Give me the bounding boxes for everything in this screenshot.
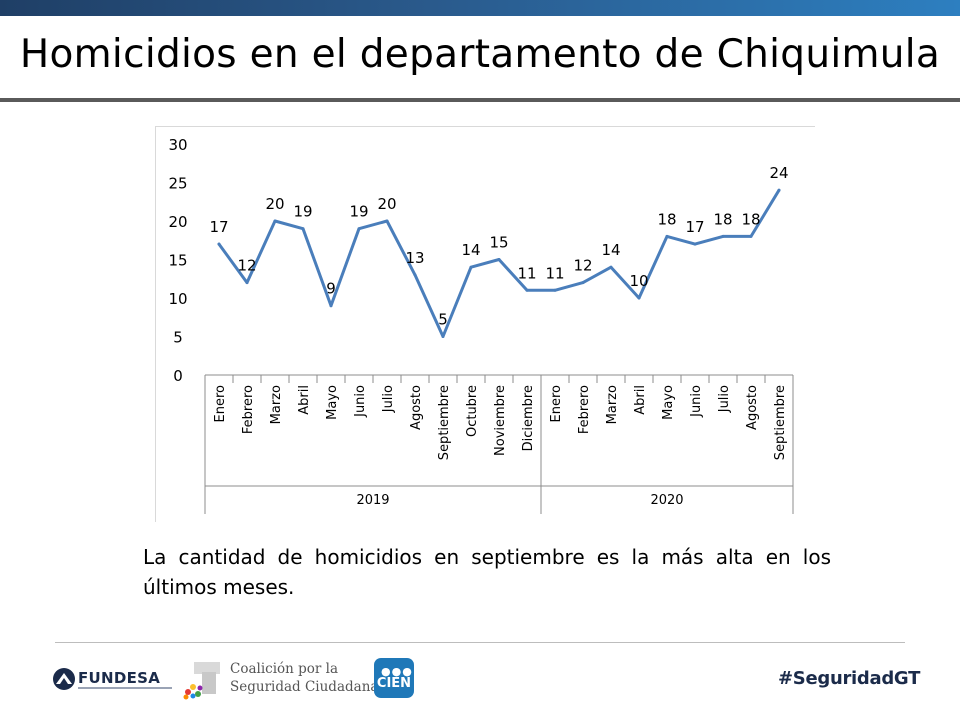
data-point: [525, 288, 529, 292]
x-tick-label: Octubre: [465, 385, 480, 437]
data-point: [497, 258, 501, 261]
data-point: [693, 242, 697, 246]
data-label: 14: [461, 241, 480, 259]
x-tick-label: Septiembre: [773, 385, 788, 460]
data-point: [385, 219, 389, 223]
x-tick-label: Julio: [381, 385, 396, 413]
data-point: [609, 265, 613, 269]
hashtag-label: #SeguridadGT: [778, 668, 921, 689]
x-group-label: 2019: [356, 493, 389, 508]
data-label: 12: [573, 257, 592, 275]
data-point: [301, 227, 305, 231]
x-tick-label: Diciembre: [521, 385, 536, 451]
coalicion-name: Coalición por la Seguridad Ciudadana: [230, 660, 378, 696]
fundesa-logo: FUNDESA: [52, 664, 172, 698]
data-label: 17: [209, 218, 228, 236]
coalicion-line-1: Coalición por la: [230, 661, 339, 677]
slide-title: Homicidios en el departamento de Chiquim…: [19, 32, 941, 77]
data-label: 20: [265, 195, 284, 213]
data-point: [721, 234, 725, 238]
cien-logo: ●●● CIEN: [374, 658, 414, 698]
y-tick-label: 20: [168, 213, 187, 231]
y-tick-label: 0: [173, 367, 183, 385]
x-tick-label: Marzo: [269, 385, 284, 424]
top-color-band: [0, 0, 960, 16]
x-tick-label: Enero: [213, 385, 228, 423]
x-tick-label: Abril: [297, 385, 312, 415]
x-tick-label: Julio: [717, 385, 732, 413]
data-point: [469, 265, 473, 269]
data-point: [581, 281, 585, 285]
data-point: [441, 335, 445, 338]
x-tick-label: Noviembre: [493, 385, 508, 456]
cien-mark-icon: ●●●: [381, 665, 413, 678]
data-point: [273, 219, 277, 223]
coalicion-logo: Coalición por la Seguridad Ciudadana: [180, 656, 378, 704]
x-tick-label: Marzo: [605, 385, 620, 424]
data-point: [637, 296, 641, 300]
y-tick-label: 15: [168, 252, 187, 270]
fundesa-tagline-bar: [78, 687, 172, 689]
data-label: 9: [326, 280, 336, 298]
x-tick-label: Febrero: [577, 385, 592, 434]
x-tick-label: Enero: [549, 385, 564, 423]
data-point: [217, 242, 221, 246]
data-label: 14: [601, 241, 620, 259]
fundesa-mark-icon: [53, 668, 75, 690]
data-label: 13: [405, 249, 424, 267]
data-label: 24: [769, 164, 788, 182]
data-label: 18: [657, 210, 676, 228]
x-tick-label: Septiembre: [437, 385, 452, 460]
cien-name: CIEN: [376, 676, 412, 691]
data-point: [413, 273, 417, 277]
y-tick-label: 10: [168, 290, 187, 308]
data-point: [329, 304, 333, 308]
coalicion-line-2: Seguridad Ciudadana: [230, 679, 379, 695]
data-label: 18: [713, 210, 732, 228]
data-label: 17: [685, 218, 704, 236]
footer-divider: [55, 642, 905, 643]
x-tick-label: Junio: [353, 385, 368, 418]
line-chart: 0 5 10 15 20 25 30 2019 2020 Enero Febrero Marzo Abr…: [155, 126, 815, 522]
data-point: [777, 188, 781, 192]
fundesa-name: FUNDESA: [78, 669, 161, 687]
y-tick-label: 30: [168, 136, 187, 154]
data-label: 19: [349, 203, 368, 221]
data-label: 10: [629, 272, 648, 290]
coalicion-mark-icon: [183, 662, 220, 700]
data-point: [749, 234, 753, 238]
data-label: 5: [438, 311, 448, 329]
data-point: [357, 227, 361, 231]
title-divider: [0, 98, 960, 102]
data-label: 12: [237, 257, 256, 275]
data-label: 19: [293, 203, 312, 221]
data-label: 11: [545, 264, 564, 282]
x-tick-label: Mayo: [661, 385, 676, 420]
slide-caption: La cantidad de homicidios en septiembre …: [143, 545, 831, 599]
data-label: 11: [517, 264, 536, 282]
x-tick-label: Agosto: [409, 385, 424, 430]
data-label: 20: [377, 195, 396, 213]
y-tick-label: 25: [168, 175, 187, 193]
x-group-label: 2020: [650, 493, 683, 508]
data-label: 18: [741, 210, 760, 228]
x-tick-label: Mayo: [325, 385, 340, 420]
y-tick-label: 5: [173, 329, 183, 347]
data-label: 15: [489, 234, 508, 252]
x-tick-label: Febrero: [241, 385, 256, 434]
data-point: [665, 234, 669, 238]
x-tick-label: Abril: [633, 385, 648, 415]
data-point: [245, 281, 249, 285]
data-point: [553, 288, 557, 292]
x-tick-label: Agosto: [745, 385, 760, 430]
x-tick-label: Junio: [689, 385, 704, 418]
